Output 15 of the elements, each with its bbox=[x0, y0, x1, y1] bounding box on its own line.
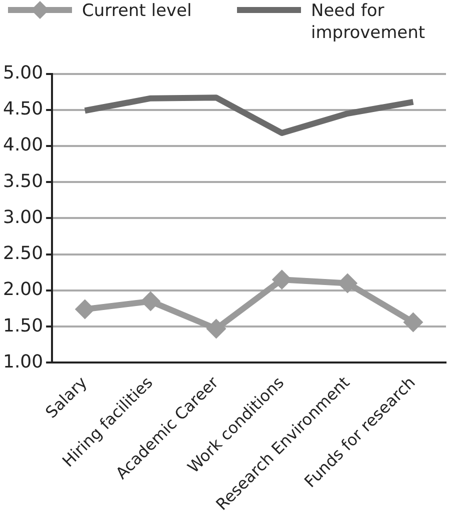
y-tick-label: 2.00 bbox=[3, 279, 44, 300]
point bbox=[403, 312, 424, 332]
y-tick-label: 4.50 bbox=[3, 98, 44, 120]
y-tick-label: 5.00 bbox=[3, 62, 44, 84]
point bbox=[140, 291, 161, 312]
y-tick-label: 1.00 bbox=[3, 351, 44, 372]
point bbox=[74, 299, 95, 320]
y-tick-label: 3.00 bbox=[3, 206, 44, 228]
legend-label: Current level bbox=[82, 0, 193, 22]
y-tick-label: 2.50 bbox=[3, 243, 44, 264]
point bbox=[206, 318, 226, 339]
legend-label: Need for improvement bbox=[311, 0, 426, 44]
y-tick-label: 3.50 bbox=[3, 170, 44, 192]
y-tick-label: 4.00 bbox=[3, 134, 44, 156]
y-tick-label: 1.50 bbox=[3, 315, 44, 336]
